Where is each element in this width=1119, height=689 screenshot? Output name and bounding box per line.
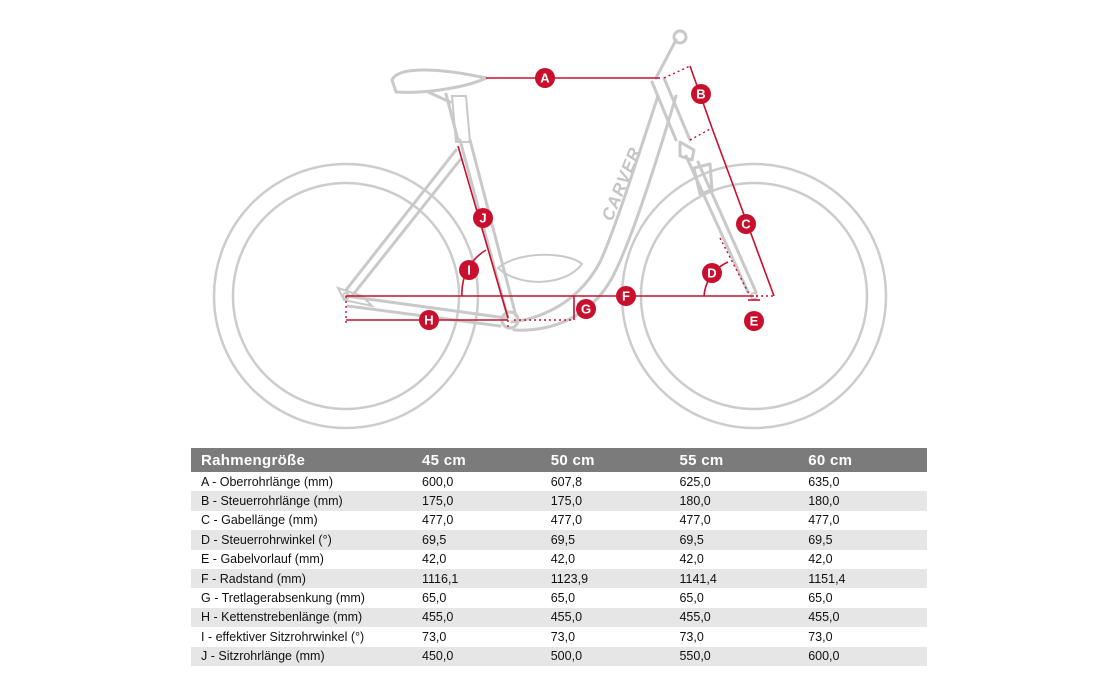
table-cell: 69,5 bbox=[412, 530, 541, 550]
row-label: B - Steuerrohrlänge (mm) bbox=[191, 491, 412, 511]
marker-j: J bbox=[473, 208, 493, 228]
table-cell: 600,0 bbox=[798, 646, 927, 666]
row-label: G - Tretlagerabsenkung (mm) bbox=[191, 588, 412, 608]
table-row: I - effektiver Sitzrohrwinkel (°) 73,0 7… bbox=[191, 627, 927, 647]
header-size-55: 55 cm bbox=[669, 448, 799, 472]
marker-i: I bbox=[459, 260, 479, 280]
marker-c: C bbox=[736, 214, 756, 234]
marker-f: F bbox=[616, 286, 636, 306]
table-cell: 477,0 bbox=[669, 510, 799, 531]
svg-text:F: F bbox=[622, 289, 630, 304]
table-row: J - Sitzrohrlänge (mm) 450,0 500,0 550,0… bbox=[191, 646, 927, 666]
table-cell: 1116,1 bbox=[412, 568, 541, 589]
table-cell: 600,0 bbox=[412, 472, 541, 492]
svg-text:E: E bbox=[750, 314, 759, 329]
svg-text:H: H bbox=[424, 313, 433, 328]
table-cell: 635,0 bbox=[798, 472, 927, 492]
table-cell: 455,0 bbox=[540, 607, 670, 628]
table-cell: 175,0 bbox=[412, 491, 541, 511]
row-label: F - Radstand (mm) bbox=[191, 568, 412, 589]
row-label: E - Gabelvorlauf (mm) bbox=[191, 549, 412, 569]
header-size-45: 45 cm bbox=[412, 448, 541, 472]
table-cell: 73,0 bbox=[669, 627, 799, 647]
marker-e: E bbox=[744, 311, 764, 331]
table-body: A - Oberrohrlänge (mm) 600,0 607,8 625,0… bbox=[191, 472, 927, 666]
table-row: H - Kettenstrebenlänge (mm) 455,0 455,0 … bbox=[191, 607, 927, 628]
header-size-60: 60 cm bbox=[798, 448, 927, 472]
table-cell: 42,0 bbox=[412, 549, 541, 569]
table-cell: 1141,4 bbox=[669, 568, 799, 589]
table-header-row: Rahmengröße 45 cm 50 cm 55 cm 60 cm bbox=[191, 448, 927, 472]
row-label: H - Kettenstrebenlänge (mm) bbox=[191, 607, 412, 628]
table-cell: 450,0 bbox=[412, 646, 541, 666]
marker-badges: A B C D E F G H I J bbox=[419, 68, 764, 331]
svg-text:C: C bbox=[741, 217, 751, 232]
table-cell: 1151,4 bbox=[798, 568, 927, 589]
row-label: D - Steuerrohrwinkel (°) bbox=[191, 530, 412, 550]
table-cell: 65,0 bbox=[412, 588, 541, 608]
marker-h: H bbox=[419, 310, 439, 330]
bike-geometry-diagram: CARVER A B C D E F bbox=[212, 29, 888, 430]
table-cell: 42,0 bbox=[798, 549, 927, 569]
table-cell: 42,0 bbox=[669, 549, 799, 569]
table-cell: 73,0 bbox=[798, 627, 927, 647]
table-cell: 477,0 bbox=[412, 510, 541, 531]
table-cell: 175,0 bbox=[540, 491, 670, 511]
marker-a: A bbox=[535, 68, 555, 88]
table-row: F - Radstand (mm) 1116,1 1123,9 1141,4 1… bbox=[191, 568, 927, 589]
marker-d: D bbox=[702, 263, 722, 283]
table-cell: 69,5 bbox=[669, 530, 799, 550]
svg-text:A: A bbox=[540, 71, 550, 86]
geometry-table: Rahmengröße 45 cm 50 cm 55 cm 60 cm A - … bbox=[191, 448, 927, 666]
svg-text:D: D bbox=[707, 266, 716, 281]
table-cell: 180,0 bbox=[669, 491, 799, 511]
table-cell: 73,0 bbox=[540, 627, 670, 647]
table-row: C - Gabellänge (mm) 477,0 477,0 477,0 47… bbox=[191, 510, 927, 531]
dimension-lines bbox=[345, 65, 775, 330]
table-cell: 69,5 bbox=[540, 530, 670, 550]
table-row: G - Tretlagerabsenkung (mm) 65,0 65,0 65… bbox=[191, 588, 927, 608]
marker-b: B bbox=[691, 84, 711, 104]
table-cell: 455,0 bbox=[669, 607, 799, 628]
svg-text:B: B bbox=[696, 87, 705, 102]
marker-g: G bbox=[576, 299, 596, 319]
table-row: E - Gabelvorlauf (mm) 42,0 42,0 42,0 42,… bbox=[191, 549, 927, 569]
row-label: A - Oberrohrlänge (mm) bbox=[191, 472, 412, 492]
table-cell: 550,0 bbox=[669, 646, 799, 666]
table-cell: 477,0 bbox=[798, 510, 927, 531]
table-cell: 42,0 bbox=[540, 549, 670, 569]
table-cell: 65,0 bbox=[540, 588, 670, 608]
table-cell: 477,0 bbox=[540, 510, 670, 531]
table-cell: 500,0 bbox=[540, 646, 670, 666]
row-label: C - Gabellänge (mm) bbox=[191, 510, 412, 531]
svg-text:I: I bbox=[467, 263, 471, 278]
svg-text:G: G bbox=[581, 302, 591, 317]
table-row: D - Steuerrohrwinkel (°) 69,5 69,5 69,5 … bbox=[191, 530, 927, 550]
table-cell: 69,5 bbox=[798, 530, 927, 550]
table-cell: 455,0 bbox=[798, 607, 927, 628]
row-label: J - Sitzrohrlänge (mm) bbox=[191, 646, 412, 666]
table-cell: 73,0 bbox=[412, 627, 541, 647]
table-cell: 607,8 bbox=[540, 472, 670, 492]
table-cell: 455,0 bbox=[412, 607, 541, 628]
svg-text:J: J bbox=[479, 211, 486, 226]
header-size-50: 50 cm bbox=[540, 448, 670, 472]
row-label: I - effektiver Sitzrohrwinkel (°) bbox=[191, 627, 412, 647]
table-cell: 180,0 bbox=[798, 491, 927, 511]
table-row: A - Oberrohrlänge (mm) 600,0 607,8 625,0… bbox=[191, 472, 927, 492]
table-cell: 65,0 bbox=[798, 588, 927, 608]
table-row: B - Steuerrohrlänge (mm) 175,0 175,0 180… bbox=[191, 491, 927, 511]
table-cell: 65,0 bbox=[669, 588, 799, 608]
table-cell: 1123,9 bbox=[540, 568, 670, 589]
table-cell: 625,0 bbox=[669, 472, 799, 492]
header-frame-size: Rahmengröße bbox=[191, 448, 412, 472]
